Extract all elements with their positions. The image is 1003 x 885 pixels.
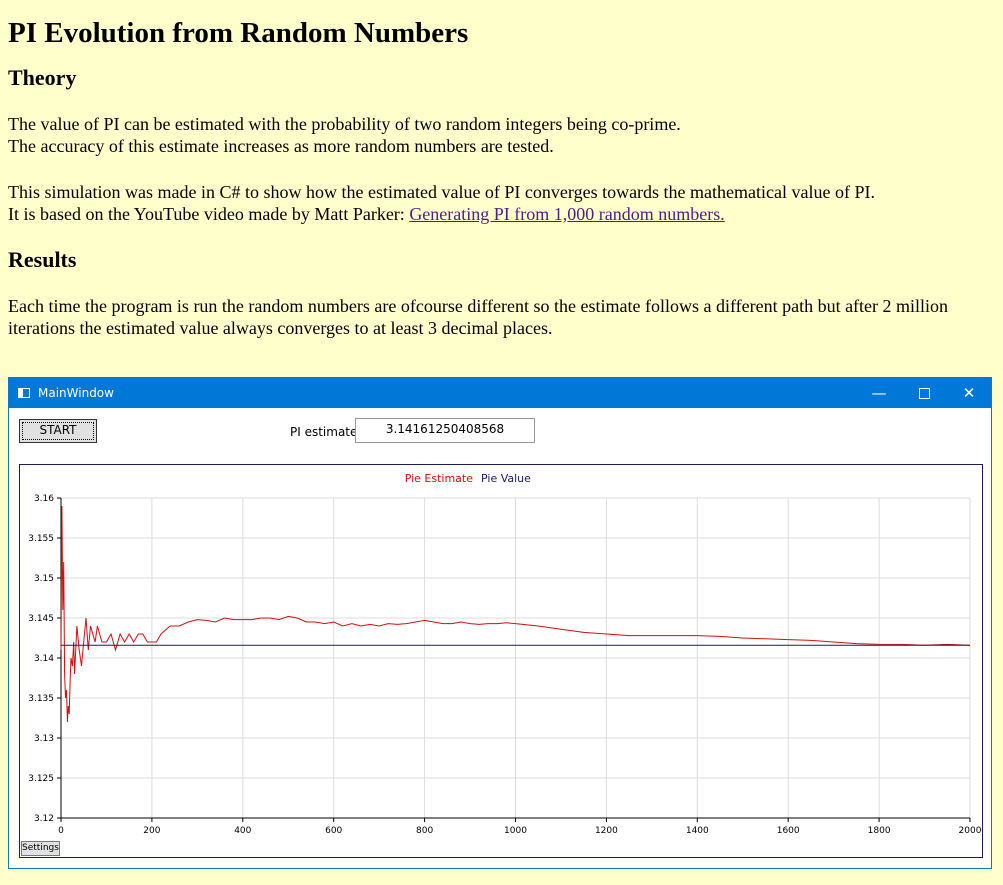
x-tick-label: 200 bbox=[143, 826, 160, 836]
legend-pie-estimate: Pie Estimate bbox=[405, 472, 474, 485]
settings-button[interactable]: Settings bbox=[21, 841, 60, 856]
x-tick-label: 1400 bbox=[686, 826, 709, 836]
window-title: MainWindow bbox=[38, 386, 114, 400]
x-tick-label: 2000 bbox=[959, 826, 982, 836]
y-tick-label: 3.16 bbox=[34, 494, 54, 504]
pi-estimate-field[interactable]: 3.14161250408568 bbox=[355, 418, 535, 443]
convergence-chart: 0 200 400 600 800 1000 1200 1400 1600 1800 2000 3.1… bbox=[28, 472, 982, 836]
start-button[interactable]: START bbox=[19, 419, 97, 443]
pi-estimate-label: PI estimate: bbox=[290, 425, 362, 439]
pie-estimate-line bbox=[60, 505, 971, 723]
results-paragraph: Each time the program is run the random … bbox=[8, 296, 949, 338]
y-tick-label: 3.125 bbox=[28, 774, 54, 784]
x-tick-label: 1200 bbox=[595, 826, 618, 836]
x-tick-label: 1800 bbox=[868, 826, 891, 836]
x-tick-label: 600 bbox=[325, 826, 342, 836]
window-titlebar[interactable]: MainWindow — ✕ bbox=[9, 378, 991, 408]
page-title: PI Evolution from Random Numbers bbox=[8, 17, 469, 49]
y-tick-label: 3.155 bbox=[28, 534, 54, 544]
y-tick-label: 3.14 bbox=[34, 654, 54, 664]
x-tick-label: 800 bbox=[416, 826, 433, 836]
y-tick-label: 3.12 bbox=[34, 814, 54, 824]
x-tick-label: 0 bbox=[58, 826, 64, 836]
simulation-paragraph: This simulation was made in C# to show h… bbox=[8, 181, 998, 225]
legend-pie-value: Pie Value bbox=[481, 472, 531, 485]
y-tick-label: 3.13 bbox=[34, 734, 54, 744]
window-app-icon bbox=[18, 388, 30, 398]
theory-line-1: The value of PI can be estimated with th… bbox=[8, 114, 681, 134]
maximize-icon bbox=[918, 388, 930, 399]
chart-panel: 0 200 400 600 800 1000 1200 1400 1600 1800 2000 3.1… bbox=[19, 464, 983, 858]
youtube-video-link[interactable]: Generating PI from 1,000 random numbers. bbox=[409, 204, 725, 224]
x-tick-label: 1000 bbox=[504, 826, 527, 836]
simulation-line-1: This simulation was made in C# to show h… bbox=[8, 182, 875, 202]
y-tick-label: 3.135 bbox=[28, 694, 54, 704]
y-tick-label: 3.15 bbox=[34, 574, 54, 584]
close-button[interactable]: ✕ bbox=[962, 384, 976, 402]
main-window: MainWindow — ✕ START PI estimate: 3.1416… bbox=[8, 377, 992, 869]
x-tick-label: 400 bbox=[234, 826, 251, 836]
y-tick-label: 3.145 bbox=[28, 614, 54, 624]
results-heading: Results bbox=[8, 247, 77, 272]
theory-line-2: The accuracy of this estimate increases … bbox=[8, 136, 554, 156]
minimize-button[interactable]: — bbox=[871, 384, 887, 402]
theory-heading: Theory bbox=[8, 65, 77, 90]
maximize-button[interactable] bbox=[901, 378, 947, 408]
x-tick-label: 1600 bbox=[777, 826, 800, 836]
simulation-line-2: It is based on the YouTube video made by… bbox=[8, 204, 410, 224]
window-client-area: START PI estimate: 3.14161250408568 0 200… bbox=[9, 408, 991, 868]
theory-paragraph: The value of PI can be estimated with th… bbox=[8, 113, 681, 157]
